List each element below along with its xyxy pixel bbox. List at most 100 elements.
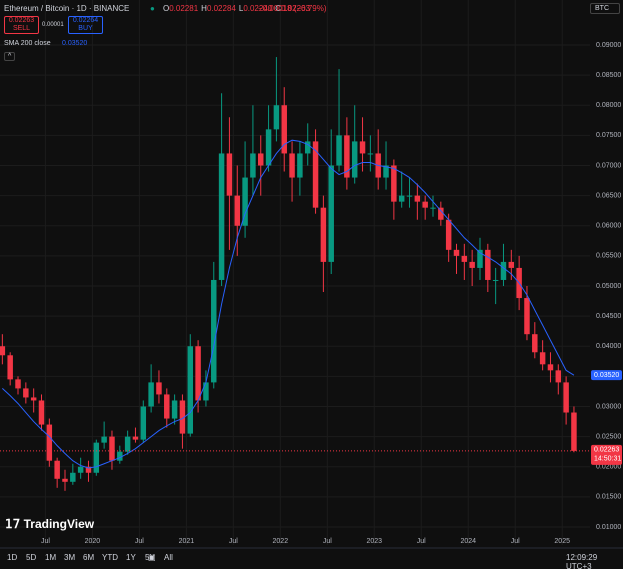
y-tick-label: 0.09000 bbox=[596, 42, 621, 49]
sma-price-box bbox=[591, 370, 622, 381]
logo: 𝟣𝟩 bbox=[5, 517, 24, 531]
candle-body bbox=[179, 400, 186, 434]
candle-body bbox=[109, 436, 115, 461]
candle-body bbox=[226, 153, 233, 196]
buy-label: BUY bbox=[78, 25, 93, 32]
candle-body bbox=[508, 261, 515, 268]
range-button[interactable]: 1D bbox=[7, 553, 18, 562]
candle-body bbox=[461, 255, 468, 262]
candle-body bbox=[469, 261, 475, 268]
range-button[interactable]: 5Y bbox=[145, 553, 155, 562]
candle-body bbox=[492, 279, 499, 281]
candle-body bbox=[273, 105, 280, 130]
currency[interactable]: BTC bbox=[590, 3, 620, 14]
x-tick-label: Jul bbox=[323, 538, 332, 545]
candle-body bbox=[171, 400, 178, 419]
last-price-label: 0.02263 bbox=[594, 447, 619, 454]
candle-body bbox=[438, 207, 444, 220]
collapse[interactable]: ^ bbox=[4, 52, 16, 61]
candle-body bbox=[281, 105, 287, 154]
y-tick-label: 0.01500 bbox=[596, 494, 621, 501]
candle-body bbox=[344, 135, 350, 178]
range-button[interactable]: YTD bbox=[102, 553, 118, 562]
candle-body bbox=[132, 436, 139, 440]
y-tick-label: 0.02000 bbox=[596, 464, 621, 471]
sell-label: SELL bbox=[12, 25, 31, 32]
ohlc-value: 0.02263 bbox=[281, 4, 310, 13]
candle-body bbox=[555, 370, 562, 383]
candle-body bbox=[187, 346, 194, 434]
candle-body bbox=[312, 141, 319, 208]
candle-body bbox=[547, 364, 554, 371]
ohlc-key: C bbox=[275, 4, 282, 13]
countdown: 14:50:31 bbox=[594, 456, 621, 463]
y-tick-label: 0.02500 bbox=[596, 433, 621, 440]
candle-body bbox=[218, 153, 225, 280]
candle-body bbox=[23, 388, 29, 398]
x-tick-label: 2024 bbox=[460, 538, 476, 545]
candle-body bbox=[77, 466, 84, 473]
candle-body bbox=[539, 352, 546, 365]
candle-body bbox=[391, 165, 397, 202]
sma-line bbox=[2, 139, 575, 469]
candle-body bbox=[258, 153, 264, 166]
candle-body bbox=[242, 177, 248, 226]
x-tick-label: Jul bbox=[135, 538, 144, 545]
x-tick-label: Jul bbox=[229, 538, 238, 545]
candle-body bbox=[203, 382, 209, 401]
change: −0.00018 (−0.79%) bbox=[258, 4, 327, 13]
range-button[interactable]: All bbox=[164, 553, 173, 562]
range-button[interactable]: 6M bbox=[83, 553, 95, 562]
indicator-value: 0.03520 bbox=[62, 40, 88, 47]
candle-body bbox=[571, 412, 577, 451]
candle-body bbox=[477, 249, 483, 268]
ohlc: O0.02281 H0.02284 L0.02240 C0.02263 bbox=[163, 4, 313, 13]
candle-body bbox=[46, 424, 53, 461]
candle-body bbox=[500, 261, 507, 280]
y-tick-label: 0.06000 bbox=[596, 223, 621, 230]
candle-body bbox=[211, 279, 217, 383]
clock: 12:09:29 UTC+3 bbox=[566, 553, 598, 569]
spread: 0.00001 bbox=[42, 22, 64, 28]
candle-body bbox=[234, 195, 240, 226]
candle-body bbox=[430, 207, 436, 209]
candle-body bbox=[164, 394, 170, 419]
range-button[interactable]: 3M bbox=[64, 553, 76, 562]
y-tick-label: 0.04500 bbox=[596, 313, 621, 320]
candle-body bbox=[398, 195, 405, 202]
candle-body bbox=[328, 165, 334, 262]
range-button[interactable]: 1Y bbox=[126, 553, 136, 562]
candle-body bbox=[7, 355, 13, 380]
y-tick-label: 0.01000 bbox=[596, 524, 621, 531]
candle-body bbox=[93, 442, 100, 473]
candle-body bbox=[250, 153, 256, 178]
candle-body bbox=[414, 195, 421, 202]
x-tick-label: Jul bbox=[511, 538, 520, 545]
ohlc-value: 0.02240 bbox=[243, 4, 273, 13]
sell-button[interactable]: 0.02263 SELL bbox=[4, 16, 39, 34]
range-button[interactable]: 1M bbox=[45, 553, 57, 562]
buy-button[interactable]: 0.02264 BUY bbox=[68, 16, 103, 34]
candle-body bbox=[30, 397, 37, 401]
x-tick-label: Jul bbox=[417, 538, 426, 545]
y-tick-label: 0.04000 bbox=[596, 343, 621, 350]
candle-body bbox=[265, 129, 272, 166]
candle-body bbox=[140, 406, 147, 440]
candle-body bbox=[422, 201, 428, 208]
date-range-icon[interactable]: ▣ bbox=[148, 553, 156, 562]
x-tick-label: Jul bbox=[41, 538, 50, 545]
x-tick-label: 2020 bbox=[85, 538, 101, 545]
sell-price: 0.02263 bbox=[8, 17, 35, 24]
candle-body bbox=[532, 334, 538, 353]
candle-body bbox=[62, 478, 68, 482]
candle-body bbox=[406, 195, 413, 197]
indicator-name: SMA 200 close bbox=[4, 40, 51, 47]
candle-body bbox=[367, 153, 374, 155]
candle-body bbox=[445, 219, 452, 250]
range-button[interactable]: 5D bbox=[26, 553, 37, 562]
candle-body bbox=[101, 436, 107, 443]
candle-body bbox=[85, 466, 92, 473]
x-tick-label: 2022 bbox=[273, 538, 289, 545]
